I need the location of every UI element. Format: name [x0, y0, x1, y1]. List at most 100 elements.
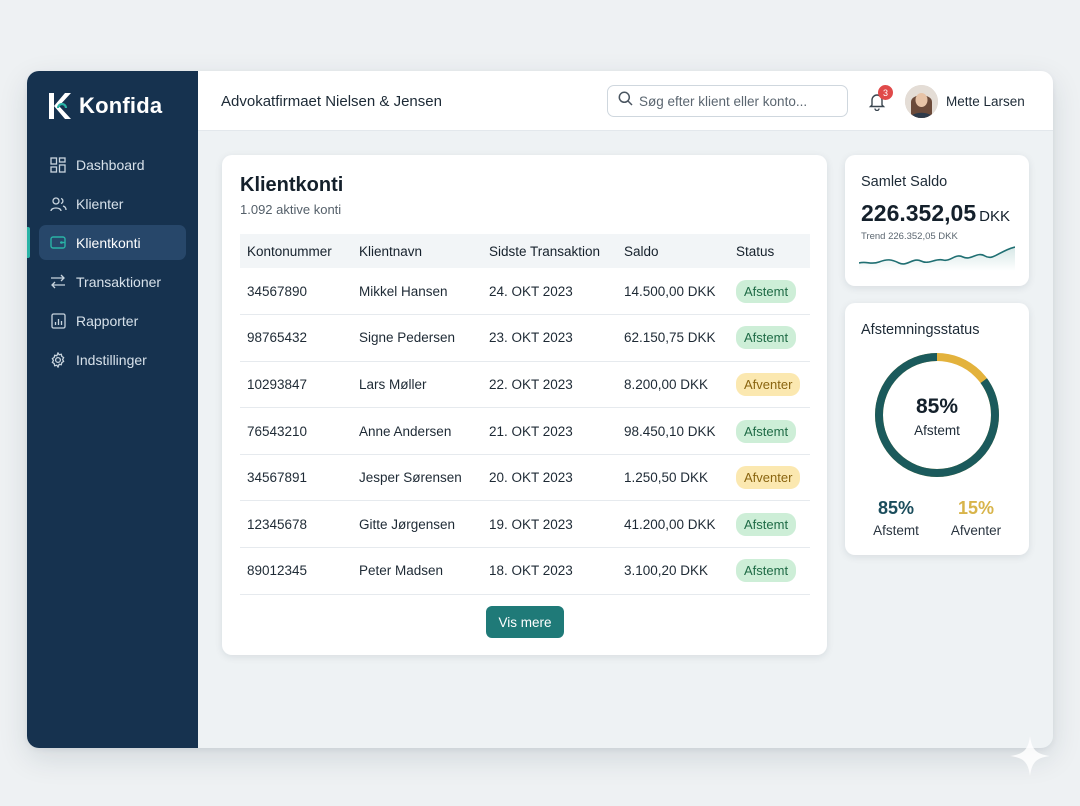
sidebar-item-label: Rapporter	[76, 312, 139, 329]
firm-name: Advokatfirmaet Nielsen & Jensen	[221, 93, 442, 110]
stat-label: Afstemt	[873, 523, 919, 538]
reconciliation-card: Afstemningsstatus 85% Afstemt 85% Afstem…	[845, 303, 1029, 555]
donut-percentage: 85%	[915, 395, 959, 418]
balance-trend-sparkline	[859, 246, 1015, 271]
column-header-account[interactable]: Kontonummer	[247, 243, 332, 259]
account-number: 10293847	[247, 376, 308, 392]
avatar[interactable]	[905, 85, 938, 118]
konfida-logo-icon	[49, 93, 71, 119]
account-number: 98765432	[247, 330, 308, 346]
balance: 62.150,75 DKK	[624, 330, 716, 346]
table-row[interactable]: 12345678 Gitte Jørgensen 19. OKT 2023 41…	[240, 501, 810, 548]
sidebar: Konfida Dashboard Kl	[27, 71, 198, 748]
sidebar-item-label: Dashboard	[76, 156, 145, 173]
user-name[interactable]: Mette Larsen	[946, 94, 1025, 109]
sparkle-icon	[1010, 736, 1050, 776]
status-badge: Afstemt	[736, 559, 797, 583]
client-accounts-card: Klientkonti 1.092 aktive konti Kontonumm…	[222, 155, 827, 655]
search-box[interactable]	[607, 85, 848, 117]
balance-title: Samlet Saldo	[861, 174, 948, 190]
status-badge: Afstemt	[736, 512, 797, 536]
sidebar-item-label: Klientkonti	[76, 234, 141, 251]
search-input[interactable]	[639, 93, 839, 109]
table-header-row: Kontonummer Klientnavn Sidste Transaktio…	[240, 234, 810, 268]
status-badge: Afventer	[736, 466, 801, 490]
sidebar-item-dashboard[interactable]: Dashboard	[39, 147, 186, 182]
client-name: Gitte Jørgensen	[359, 516, 456, 532]
reconciliation-title: Afstemningsstatus	[861, 322, 980, 338]
last-transaction: 19. OKT 2023	[489, 516, 573, 532]
gear-icon	[49, 351, 67, 369]
accounts-table: Kontonummer Klientnavn Sidste Transaktio…	[240, 234, 810, 595]
balance: 3.100,20 DKK	[624, 563, 709, 579]
client-name: Jesper Sørensen	[359, 470, 462, 486]
balance-amount: 226.352,05	[861, 200, 977, 226]
account-number: 76543210	[247, 423, 308, 439]
status-badge: Afstemt	[736, 326, 797, 350]
client-name: Lars Møller	[359, 376, 427, 392]
balance: 98.450,10 DKK	[624, 423, 716, 439]
account-number: 34567891	[247, 470, 308, 486]
top-header: Advokatfirmaet Nielsen & Jensen 3 Mette	[198, 71, 1053, 131]
status-badge: Afstemt	[736, 279, 797, 303]
users-icon	[49, 195, 67, 213]
last-transaction: 20. OKT 2023	[489, 470, 573, 486]
app-window: Konfida Dashboard Kl	[27, 71, 1053, 748]
stat-value: 85%	[877, 498, 915, 518]
trend-label: Trend 226.352,05 DKK	[861, 231, 958, 242]
client-name: Anne Andersen	[359, 423, 452, 439]
balance: 41.200,00 DKK	[624, 516, 716, 532]
sidebar-item-transaktioner[interactable]: Transaktioner	[39, 264, 186, 299]
table-row[interactable]: 76543210 Anne Andersen 21. OKT 2023 98.4…	[240, 408, 810, 455]
account-number: 34567890	[247, 283, 308, 299]
stat-pending: 15% Afventer	[936, 498, 1016, 538]
balance: 8.200,00 DKK	[624, 376, 709, 392]
column-header-last-transaction[interactable]: Sidste Transaktion	[489, 243, 601, 259]
sidebar-item-label: Indstillinger	[76, 351, 147, 368]
card-subtitle: 1.092 aktive konti	[240, 202, 342, 217]
donut-reconciled-arc	[875, 353, 999, 477]
report-icon	[49, 312, 67, 330]
sidebar-item-klientkonti[interactable]: Klientkonti	[27, 225, 186, 260]
status-badge: Afstemt	[736, 419, 797, 443]
grid-icon	[49, 156, 67, 174]
column-header-client[interactable]: Klientnavn	[359, 243, 423, 259]
balance-currency: DKK	[979, 208, 1010, 225]
balance: 14.500,00 DKK	[624, 283, 716, 299]
sidebar-item-rapporter[interactable]: Rapporter	[39, 303, 186, 338]
sidebar-item-label: Klienter	[76, 195, 124, 212]
stat-label: Afventer	[950, 523, 1002, 538]
arrows-icon	[49, 273, 67, 291]
donut-label: Afstemt	[914, 423, 960, 438]
show-more-button[interactable]: Vis mere	[486, 606, 564, 638]
sidebar-nav: Dashboard Klienter Klientkonti	[27, 147, 198, 381]
wallet-icon	[49, 234, 67, 252]
account-number: 89012345	[247, 563, 308, 579]
stat-reconciled: 85% Afstemt	[856, 498, 936, 538]
table-row[interactable]: 89012345 Peter Madsen 18. OKT 2023 3.100…	[240, 548, 810, 595]
client-name: Peter Madsen	[359, 563, 444, 579]
client-name: Signe Pedersen	[359, 330, 456, 346]
balance: 1.250,50 DKK	[624, 470, 709, 486]
sidebar-item-indstillinger[interactable]: Indstillinger	[39, 342, 186, 377]
reconciliation-donut	[875, 353, 999, 477]
account-number: 12345678	[247, 516, 308, 532]
last-transaction: 24. OKT 2023	[489, 283, 573, 299]
status-badge: Afventer	[736, 372, 801, 396]
column-header-balance[interactable]: Saldo	[624, 243, 659, 259]
last-transaction: 18. OKT 2023	[489, 563, 573, 579]
sidebar-item-label: Transaktioner	[76, 273, 162, 290]
last-transaction: 22. OKT 2023	[489, 376, 573, 392]
logo[interactable]: Konfida	[49, 93, 162, 119]
table-row[interactable]: 10293847 Lars Møller 22. OKT 2023 8.200,…	[240, 361, 810, 408]
sidebar-item-klienter[interactable]: Klienter	[39, 186, 186, 221]
table-row[interactable]: 34567891 Jesper Sørensen 20. OKT 2023 1.…	[240, 454, 810, 501]
total-balance-card: Samlet Saldo 226.352,05 DKK Trend 226.352…	[845, 155, 1029, 286]
app-name: Konfida	[79, 93, 163, 118]
last-transaction: 23. OKT 2023	[489, 330, 573, 346]
column-header-status[interactable]: Status	[736, 243, 775, 259]
last-transaction: 21. OKT 2023	[489, 423, 573, 439]
notification-badge: 3	[878, 85, 893, 100]
table-row[interactable]: 34567890 Mikkel Hansen 24. OKT 2023 14.5…	[240, 268, 810, 315]
table-row[interactable]: 98765432 Signe Pedersen 23. OKT 2023 62.…	[240, 315, 810, 362]
